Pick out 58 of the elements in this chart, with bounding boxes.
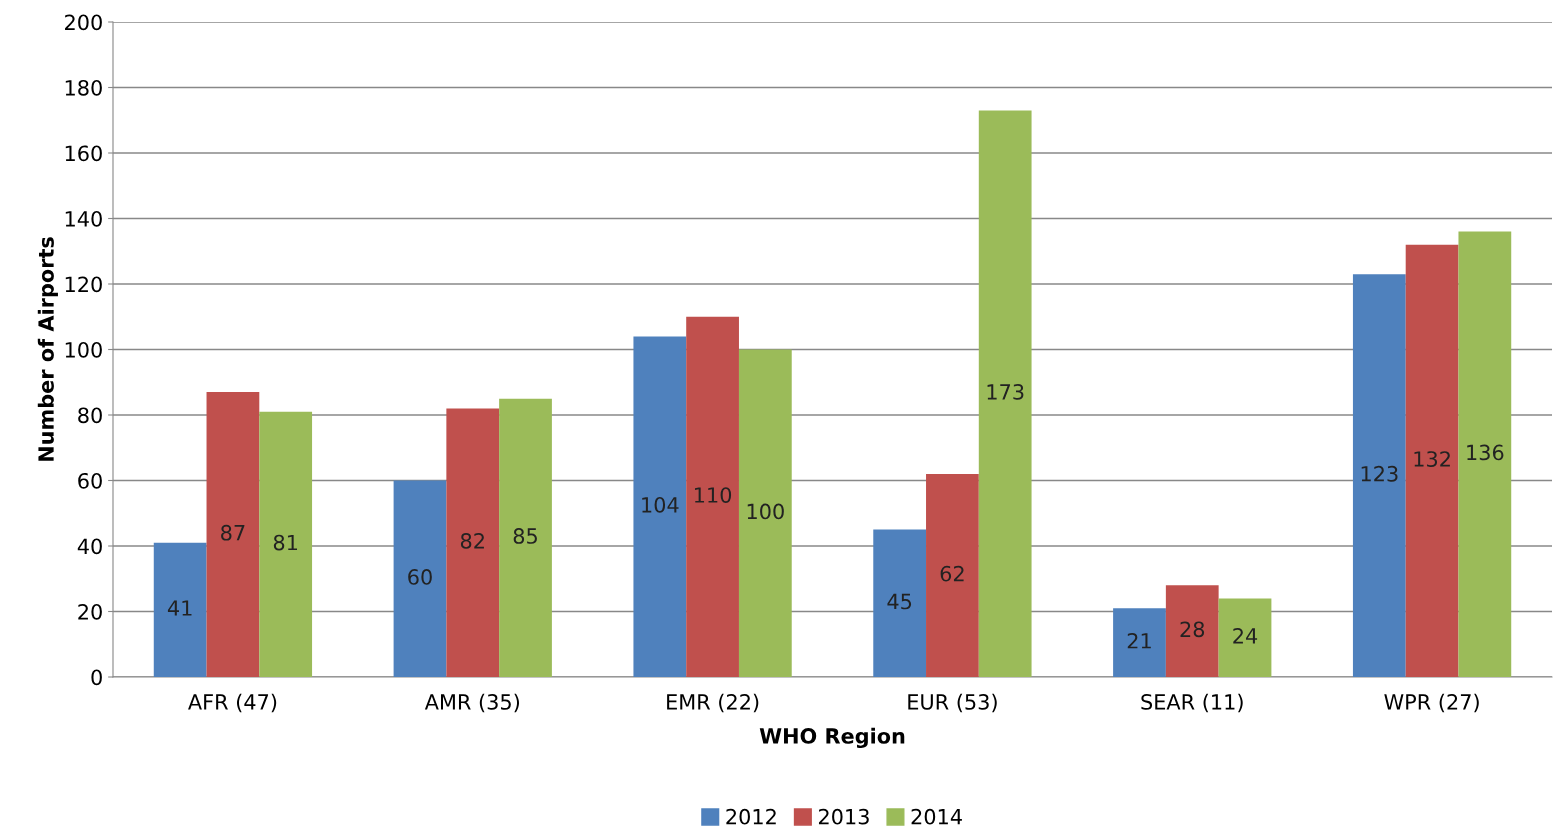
data-label: 81 — [273, 534, 298, 551]
bar — [1458, 231, 1512, 677]
data-label: 82 — [460, 533, 484, 549]
y-tick-label: 160 — [65, 145, 102, 162]
data-label: 173 — [987, 384, 1024, 400]
data-label: 45 — [887, 593, 912, 610]
y-tick-label: 40 — [77, 538, 102, 555]
y-tick-label: 200 — [65, 14, 102, 31]
data-label: 85 — [513, 528, 537, 544]
x-tick-label: AMR (35) — [424, 693, 519, 713]
data-label: 60 — [408, 569, 432, 585]
y-tick-label: 100 — [65, 341, 102, 358]
data-label: 136 — [1467, 444, 1504, 461]
legend-label: 2013 — [818, 808, 869, 825]
data-label: 28 — [1180, 621, 1205, 638]
y-tick-label: 20 — [78, 603, 102, 620]
x-tick-label: EUR (53) — [908, 693, 997, 713]
bar — [1218, 598, 1272, 677]
bar — [446, 408, 500, 677]
y-tick-label: 0 — [91, 669, 102, 686]
y-tick-label: 80 — [78, 407, 102, 424]
data-label: 24 — [1233, 627, 1258, 644]
bar — [1352, 274, 1406, 677]
x-axis-title: WHO Region — [759, 727, 905, 749]
x-tick-label: AFR (47) — [188, 693, 277, 713]
bar — [1405, 244, 1459, 677]
bar — [259, 411, 313, 677]
data-label: 100 — [747, 503, 784, 520]
y-axis-title: Number of Airports — [37, 237, 58, 461]
bar — [206, 392, 260, 677]
data-label: 87 — [221, 524, 245, 541]
bar — [686, 316, 739, 677]
bar — [738, 349, 792, 677]
bar — [1165, 585, 1219, 677]
data-label: 62 — [940, 565, 964, 582]
bar — [873, 529, 927, 677]
y-tick-label: 60 — [78, 472, 102, 489]
y-tick-label: 140 — [65, 210, 102, 227]
data-label: 41 — [167, 600, 192, 616]
data-label: 132 — [1414, 451, 1450, 467]
bar — [978, 110, 1032, 677]
bar — [926, 473, 979, 677]
legend-label: 2014 — [911, 808, 962, 825]
y-tick-label: 120 — [65, 276, 102, 293]
data-label: 104 — [642, 496, 679, 513]
x-tick-label: SEAR (11) — [1141, 693, 1243, 713]
bar — [393, 480, 447, 677]
bar — [633, 336, 687, 677]
y-tick-label: 180 — [65, 79, 102, 96]
bar — [1113, 608, 1166, 677]
legend-label: 2012 — [726, 808, 776, 825]
data-label: 21 — [1127, 632, 1151, 649]
data-label: 123 — [1361, 465, 1398, 482]
bar — [499, 398, 552, 677]
bar — [153, 542, 207, 677]
x-tick-label: WPR (27) — [1384, 693, 1479, 713]
data-label: 110 — [694, 487, 732, 503]
x-tick-label: EMR (22) — [667, 693, 759, 713]
